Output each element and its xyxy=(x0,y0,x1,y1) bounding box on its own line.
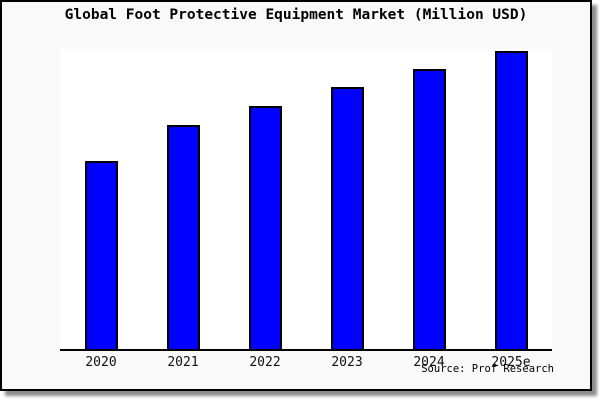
bar-2021 xyxy=(166,124,200,349)
bar-2022 xyxy=(248,105,282,349)
x-tick-label-2025e: 2025e xyxy=(491,355,531,370)
bar-2020 xyxy=(84,161,118,349)
x-tick-label-2020: 2020 xyxy=(85,355,117,370)
bar-2025e xyxy=(494,51,528,349)
plot-area xyxy=(60,49,552,351)
bar-slot-2022 xyxy=(224,49,306,349)
bar-slot-2021 xyxy=(142,49,224,349)
bar-slot-2023 xyxy=(306,49,388,349)
x-tick-label-2021: 2021 xyxy=(167,355,199,370)
chart-figure: Global Foot Protective Equipment Market … xyxy=(0,0,592,391)
bar-slot-2020 xyxy=(60,49,142,349)
bar-slot-2024 xyxy=(388,49,470,349)
x-axis-labels: 2020 2021 2022 2023 2024 2025e xyxy=(60,355,552,370)
x-tick-label-2022: 2022 xyxy=(249,355,281,370)
source-attribution: Source: Prof Research xyxy=(421,363,554,375)
bar-2024 xyxy=(412,68,446,349)
bar-slot-2025e xyxy=(470,49,552,349)
chart-title: Global Foot Protective Equipment Market … xyxy=(64,7,528,23)
x-tick-label-2024: 2024 xyxy=(413,355,445,370)
bar-2023 xyxy=(330,86,364,349)
x-tick-label-2023: 2023 xyxy=(331,355,363,370)
